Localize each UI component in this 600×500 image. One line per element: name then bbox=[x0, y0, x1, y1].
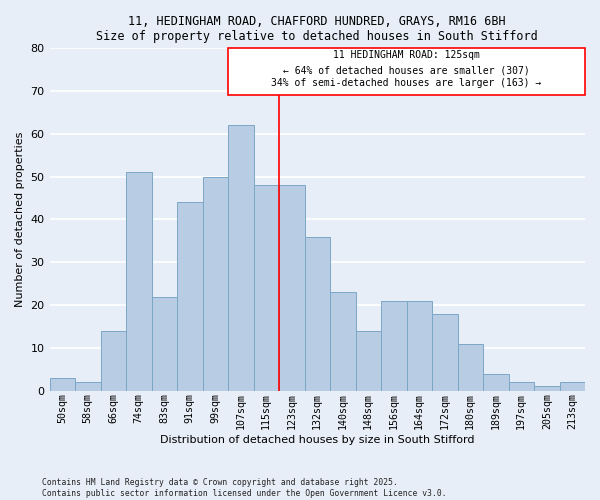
Bar bbox=[279, 186, 305, 390]
Bar bbox=[483, 374, 509, 390]
FancyBboxPatch shape bbox=[228, 48, 585, 96]
Bar bbox=[305, 236, 330, 390]
Bar bbox=[381, 301, 407, 390]
Bar bbox=[407, 301, 432, 390]
Bar bbox=[534, 386, 560, 390]
Title: 11, HEDINGHAM ROAD, CHAFFORD HUNDRED, GRAYS, RM16 6BH
Size of property relative : 11, HEDINGHAM ROAD, CHAFFORD HUNDRED, GR… bbox=[97, 15, 538, 43]
Bar bbox=[152, 296, 177, 390]
Bar bbox=[126, 172, 152, 390]
X-axis label: Distribution of detached houses by size in South Stifford: Distribution of detached houses by size … bbox=[160, 435, 475, 445]
Y-axis label: Number of detached properties: Number of detached properties bbox=[15, 132, 25, 307]
Bar bbox=[228, 126, 254, 390]
Bar bbox=[101, 331, 126, 390]
Bar bbox=[560, 382, 585, 390]
Text: Contains HM Land Registry data © Crown copyright and database right 2025.
Contai: Contains HM Land Registry data © Crown c… bbox=[42, 478, 446, 498]
Bar bbox=[458, 344, 483, 390]
Bar bbox=[75, 382, 101, 390]
Bar bbox=[254, 186, 279, 390]
Text: 34% of semi-detached houses are larger (163) →: 34% of semi-detached houses are larger (… bbox=[271, 78, 542, 88]
Bar bbox=[509, 382, 534, 390]
Bar bbox=[356, 331, 381, 390]
Text: 11 HEDINGHAM ROAD: 125sqm: 11 HEDINGHAM ROAD: 125sqm bbox=[333, 50, 480, 60]
Bar bbox=[432, 314, 458, 390]
Bar bbox=[203, 176, 228, 390]
Bar bbox=[330, 292, 356, 390]
Bar bbox=[50, 378, 75, 390]
Bar bbox=[177, 202, 203, 390]
Text: ← 64% of detached houses are smaller (307): ← 64% of detached houses are smaller (30… bbox=[283, 66, 530, 76]
